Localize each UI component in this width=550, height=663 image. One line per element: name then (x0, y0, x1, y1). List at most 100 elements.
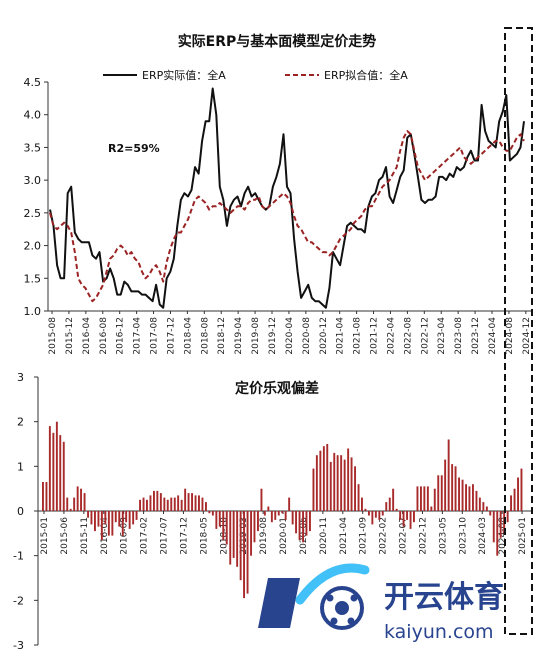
y-tick-label: -3 (13, 639, 24, 652)
x-tick-label: 2023-10 (458, 517, 468, 555)
x-tick-label: 2021-12 (370, 317, 380, 355)
bias-bar (433, 488, 436, 511)
bias-bar (475, 490, 478, 511)
x-tick-label: 2015-01 (40, 517, 50, 555)
watermark-logo-icon (258, 563, 370, 630)
bias-bar (211, 511, 214, 516)
bias-bar (430, 506, 433, 511)
bias-bar (215, 511, 218, 529)
bias-bar (132, 511, 135, 525)
x-tick-label: 2020-01 (279, 517, 289, 555)
bias-bar (482, 502, 485, 511)
bias-bar (277, 511, 280, 516)
bias-bar (295, 511, 298, 534)
bias-bar (263, 511, 266, 516)
bias-bar (94, 511, 96, 532)
bias-bar (336, 455, 339, 511)
x-tick-label: 2022-12 (420, 317, 430, 355)
y-tick-label: 2.5 (24, 207, 42, 220)
y-tick-label: 1.5 (24, 272, 42, 285)
bias-bar (229, 511, 232, 565)
bias-bar (510, 495, 513, 511)
x-tick-label: 2025-01 (518, 517, 528, 555)
y-tick-label: 2.0 (24, 240, 42, 253)
bias-bar (437, 475, 440, 511)
x-tick-label: 2016-04 (82, 317, 92, 355)
bias-bar (201, 497, 204, 511)
x-tick-label: 2020-04 (285, 317, 295, 355)
bias-bar (111, 511, 114, 536)
bias-bar (149, 495, 152, 511)
bias-bar (73, 497, 76, 511)
y-tick-label: 3.0 (24, 174, 42, 187)
x-tick-label: 2016-12 (116, 317, 126, 355)
bias-bar (288, 497, 291, 511)
bias-bar (444, 459, 447, 511)
bias-bar (329, 461, 332, 511)
x-tick-label: 2017-12 (179, 517, 189, 555)
bias-bar (309, 511, 311, 532)
bias-bar (76, 486, 79, 511)
bias-bar (451, 464, 454, 511)
bias-bar (173, 497, 176, 511)
bias-bar (239, 511, 242, 581)
bias-bar (128, 511, 131, 529)
bias-bar (315, 455, 318, 511)
x-tick-label: 2022-12 (418, 517, 428, 555)
bias-bar (416, 486, 419, 511)
bias-bar (222, 511, 225, 540)
bias-bar (371, 511, 374, 525)
bias-bar (267, 506, 270, 511)
bias-bar (291, 511, 294, 525)
legend-actual-label: ERP实际值：全A (142, 68, 226, 82)
bias-chart-title: 定价乐观偏差 (235, 380, 319, 397)
bias-bar (243, 511, 246, 599)
x-tick-label: 2017-04 (133, 317, 143, 355)
x-tick-label: 2018-04 (183, 317, 193, 355)
bias-bar (139, 499, 142, 511)
highlight-dashed-box (504, 27, 533, 635)
bias-bar (454, 466, 457, 511)
bias-bar (66, 497, 69, 511)
bias-bar (146, 499, 148, 511)
bias-bar (413, 511, 415, 523)
bias-bar (42, 482, 44, 511)
x-tick-label: 2017-08 (150, 317, 160, 355)
y-tick-label: 1 (17, 460, 24, 473)
bias-bar (281, 511, 284, 514)
x-tick-label: 2023-04 (437, 317, 447, 355)
x-tick-label: 2015-06 (60, 517, 70, 555)
bias-bar (52, 432, 55, 511)
bias-bar (350, 457, 353, 511)
bias-bar (166, 499, 169, 511)
bias-bar (492, 511, 495, 543)
x-tick-label: 2024-08 (505, 317, 515, 355)
erp-chart-title: 实际ERP与基本面模型定价走势 (178, 33, 377, 50)
x-tick-label: 2019-12 (268, 317, 278, 355)
bias-bar (395, 508, 398, 511)
x-tick-label: 2024-04 (488, 317, 498, 355)
x-tick-label: 2016-09 (120, 517, 130, 555)
x-tick-label: 2021-04 (336, 317, 346, 355)
x-tick-label: 2020-11 (319, 517, 329, 555)
bias-bar (406, 511, 409, 520)
bias-bar (142, 497, 145, 511)
bias-bar (90, 511, 93, 525)
bias-bar (426, 486, 429, 511)
bias-bar (250, 511, 253, 556)
bias-bar (121, 511, 124, 536)
bias-bar (100, 511, 103, 540)
bias-bar (322, 446, 325, 511)
y-tick-label: 0 (17, 505, 24, 518)
watermark: 开云体育 kaiyun.com (258, 563, 504, 643)
x-tick-label: 2021-08 (353, 317, 363, 355)
bias-bar (347, 448, 350, 511)
bias-bar (208, 511, 211, 514)
bias-bar (378, 511, 381, 520)
bias-bar (257, 511, 259, 532)
bias-bar (97, 511, 100, 527)
bias-bar (312, 468, 315, 511)
bias-bar (402, 511, 405, 527)
x-tick-label: 2015-08 (48, 317, 58, 355)
bias-bar (177, 495, 180, 511)
